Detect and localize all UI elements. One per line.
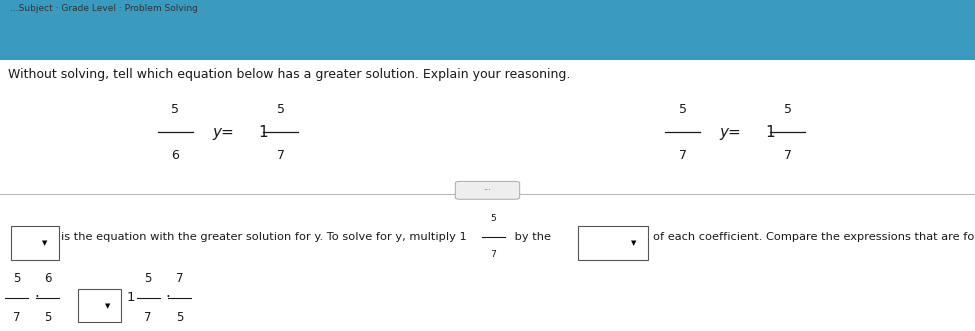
Text: 5: 5 — [277, 103, 285, 116]
Text: y=: y= — [720, 125, 741, 140]
Text: 5: 5 — [784, 103, 792, 116]
Text: Without solving, tell which equation below has a greater solution. Explain your : Without solving, tell which equation bel… — [8, 68, 570, 81]
Text: ▼: ▼ — [104, 303, 110, 309]
Text: 7: 7 — [176, 271, 183, 285]
Text: 5: 5 — [172, 103, 179, 116]
FancyBboxPatch shape — [0, 0, 975, 23]
FancyBboxPatch shape — [578, 226, 648, 260]
Text: ·: · — [34, 290, 39, 306]
Text: 7: 7 — [679, 149, 686, 162]
Text: 5: 5 — [144, 271, 152, 285]
Text: 7: 7 — [144, 311, 152, 324]
Text: 5: 5 — [679, 103, 686, 116]
Text: ▼: ▼ — [42, 240, 48, 246]
Text: ▼: ▼ — [631, 240, 637, 246]
Text: 7: 7 — [490, 250, 496, 260]
Text: 1: 1 — [765, 125, 775, 140]
Text: 7: 7 — [784, 149, 792, 162]
Text: 1: 1 — [127, 291, 136, 305]
FancyBboxPatch shape — [455, 181, 520, 199]
Text: 7: 7 — [277, 149, 285, 162]
FancyBboxPatch shape — [78, 289, 121, 322]
Text: 5: 5 — [44, 311, 52, 324]
Text: ···: ··· — [484, 186, 491, 195]
Text: y=: y= — [213, 125, 234, 140]
Text: 6: 6 — [172, 149, 179, 162]
Text: is the equation with the greater solution for y. To solve for y, multiply 1: is the equation with the greater solutio… — [61, 232, 467, 242]
Text: 5: 5 — [490, 214, 496, 223]
Text: ·: · — [166, 290, 171, 306]
Text: 1: 1 — [258, 125, 268, 140]
Text: 5: 5 — [176, 311, 183, 324]
Text: 5: 5 — [13, 271, 20, 285]
Text: of each coefficient. Compare the expressions that are formed.: of each coefficient. Compare the express… — [653, 232, 975, 242]
Text: 7: 7 — [13, 311, 20, 324]
Text: ...Subject · Grade Level · Problem Solving: ...Subject · Grade Level · Problem Solvi… — [10, 4, 198, 13]
FancyBboxPatch shape — [11, 226, 58, 260]
FancyBboxPatch shape — [0, 0, 975, 60]
Text: by the: by the — [511, 232, 551, 242]
FancyBboxPatch shape — [0, 60, 975, 331]
Text: 6: 6 — [44, 271, 52, 285]
